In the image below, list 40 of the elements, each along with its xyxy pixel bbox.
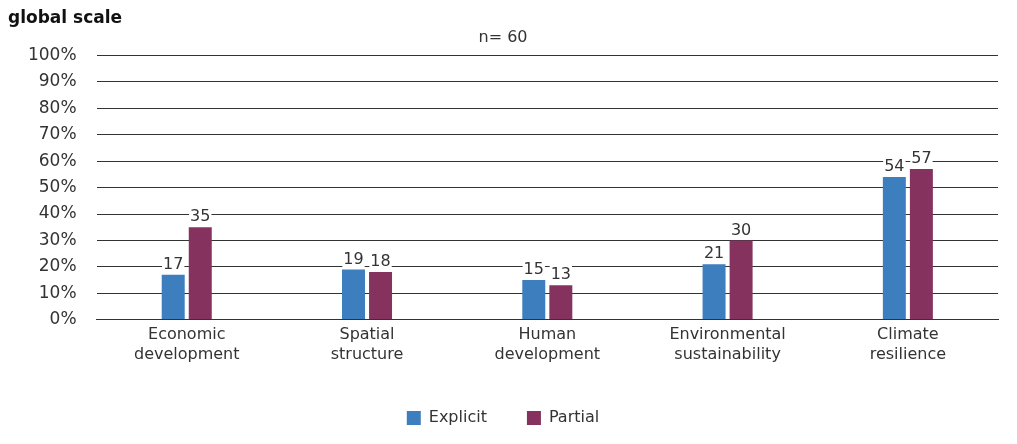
y-tick-label: 20% [38,255,77,276]
bar [549,285,573,320]
chart-subtitle: n= 60 [478,27,528,47]
x-tick-label: Human development [494,324,601,363]
bar [702,264,726,320]
y-tick-label: 90% [38,70,77,91]
bar [369,272,393,320]
data-label: 57 [911,148,932,168]
legend-label: Explicit [428,407,487,427]
data-label: 35 [190,206,211,226]
data-label: 15 [523,259,544,279]
y-tick-label: 70% [38,123,77,144]
y-tick-label: 100% [27,44,77,65]
data-label: 17 [163,253,184,273]
x-tick-label: Environmental sustainability [669,324,786,363]
bar [729,240,753,320]
y-tick-label: 80% [38,96,77,117]
data-label: 54 [884,156,905,176]
data-label: 21 [703,243,725,263]
bar [909,169,933,320]
bar [188,227,212,320]
legend-label: Partial [548,407,600,427]
data-label: 13 [550,264,571,284]
y-tick-label: 10% [38,281,77,302]
x-tick-label: Economic development [133,324,240,363]
data-label: 30 [730,219,752,239]
data-label: 18 [370,251,391,271]
x-tick-label: Climate resilience [869,324,947,363]
bar [882,177,906,320]
y-tick-label: 30% [38,228,77,249]
chart-title: global scale [8,6,123,27]
y-tick-label: 50% [38,176,77,197]
y-tick-label: 60% [38,149,77,170]
bar [161,274,185,320]
y-tick-label: 0% [49,308,77,329]
bar [522,280,546,320]
y-tick-label: 40% [38,202,77,223]
bar [342,269,365,320]
x-tick-label: Spatial structure [330,324,404,363]
data-label: 19 [343,248,364,268]
